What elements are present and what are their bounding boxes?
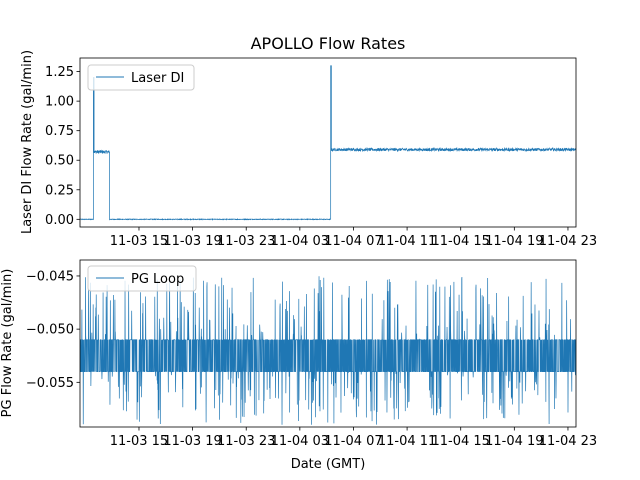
y-tick-label: −0.050	[26, 323, 74, 338]
chart-title: APOLLO Flow Rates	[251, 34, 406, 53]
top-y-ticks: 0.00 0.25 0.50 0.75 1.00 1.25	[45, 65, 80, 228]
x-tick-label: 11-04 03	[271, 434, 329, 449]
y-tick-label: 0.25	[45, 183, 74, 198]
y-tick-label: 0.00	[45, 213, 74, 228]
x-axis-label: Date (GMT)	[291, 457, 366, 472]
y-tick-label: −0.045	[26, 269, 74, 284]
x-tick-label: 11-04 19	[485, 234, 543, 249]
x-tick-label: 11-04 07	[324, 434, 382, 449]
x-tick-label: 11-04 11	[378, 434, 436, 449]
x-tick-label: 11-04 15	[431, 434, 489, 449]
x-tick-label: 11-03 19	[163, 434, 221, 449]
top-legend-label: Laser DI	[131, 71, 184, 86]
series-line-laser-di	[80, 65, 576, 221]
x-tick-label: 11-04 03	[271, 234, 329, 249]
y-tick-label: 1.25	[45, 65, 74, 80]
bottom-legend: PG Loop	[87, 265, 197, 292]
top-plot-area	[80, 65, 576, 221]
x-tick-label: 11-04 19	[485, 434, 543, 449]
x-tick-label: 11-04 15	[431, 234, 489, 249]
y-tick-label: 1.00	[45, 95, 74, 110]
x-tick-label: 11-04 07	[324, 234, 382, 249]
y-tick-label: 0.75	[45, 124, 74, 139]
bottom-plot-area	[80, 276, 576, 425]
x-tick-label: 11-03 23	[217, 234, 275, 249]
bottom-y-axis-label: PG Flow Rate (gal/min)	[0, 269, 15, 418]
x-tick-label: 11-03 15	[110, 234, 168, 249]
x-tick-label: 11-03 19	[163, 234, 221, 249]
series-line-pg-loop	[80, 276, 576, 425]
x-tick-label: 11-03 23	[217, 434, 275, 449]
x-tick-label: 11-04 23	[539, 234, 597, 249]
top-legend: Laser DI	[87, 64, 195, 91]
x-tick-label: 11-04 11	[378, 234, 436, 249]
bottom-legend-label: PG Loop	[131, 272, 184, 287]
bottom-y-ticks: −0.055 −0.050 −0.045	[26, 269, 80, 391]
top-axes-frame	[79, 57, 577, 228]
x-tick-label: 11-04 23	[539, 434, 597, 449]
x-tick-label: 11-03 15	[110, 434, 168, 449]
top-legend-box	[87, 64, 195, 91]
bottom-legend-box	[87, 265, 197, 292]
top-y-axis-label: Laser DI Flow Rate (gal/min)	[20, 50, 35, 234]
y-tick-label: −0.055	[26, 376, 74, 391]
y-tick-label: 0.50	[45, 154, 74, 169]
bottom-axes-frame	[79, 259, 577, 428]
